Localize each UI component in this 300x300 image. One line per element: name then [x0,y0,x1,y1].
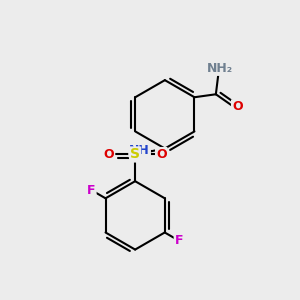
Text: O: O [104,148,114,161]
Text: O: O [232,100,243,113]
Text: F: F [175,234,183,247]
Text: S: S [130,148,140,161]
Text: NH: NH [129,143,150,157]
Text: NH₂: NH₂ [207,62,233,75]
Text: O: O [156,148,166,161]
Text: F: F [87,184,96,196]
